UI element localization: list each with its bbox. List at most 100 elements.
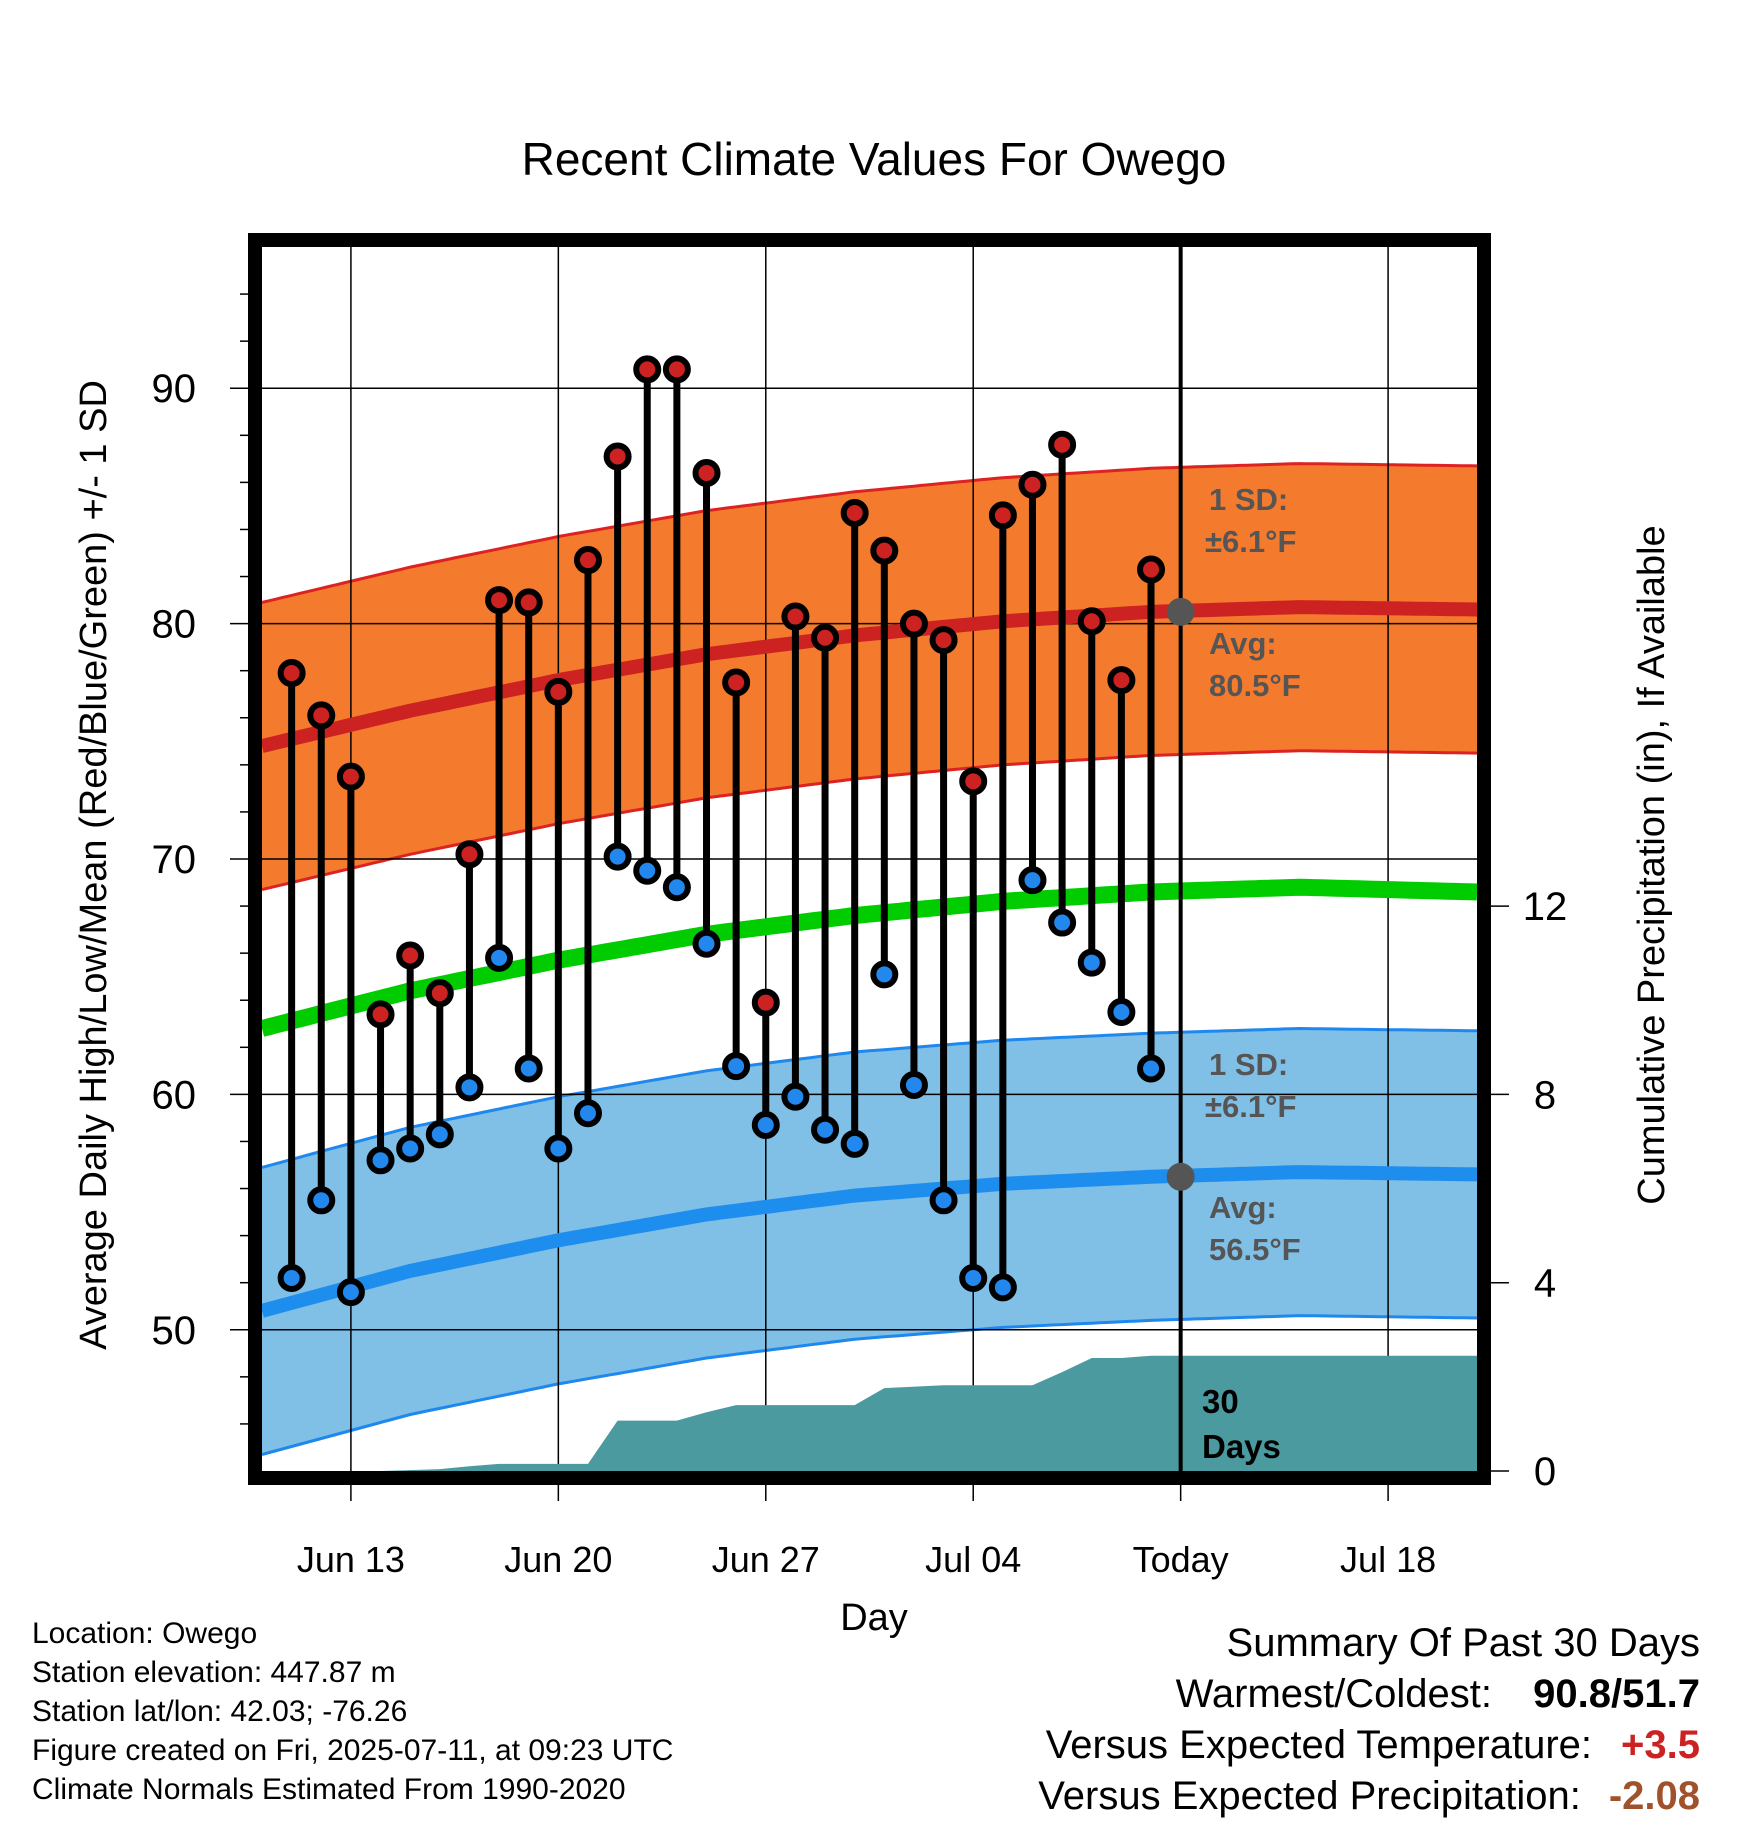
plot-border xyxy=(248,233,1491,1485)
low-point xyxy=(366,1146,395,1175)
high-point xyxy=(544,677,573,706)
axes: 50 60 70 80 90 0 4 8 12 Jun 13 Jun 20 Jun 27 Jul 04 T… xyxy=(152,293,1568,1580)
high-point xyxy=(870,536,899,565)
high-normal-line xyxy=(262,600,1477,753)
high-point xyxy=(1048,430,1077,459)
high-point xyxy=(959,767,988,796)
high-point xyxy=(811,623,840,652)
low-point xyxy=(692,929,721,958)
high-point xyxy=(307,701,336,730)
low-point xyxy=(1107,998,1136,1026)
low-sd-upper-edge xyxy=(262,1026,1477,1169)
high-point xyxy=(425,979,454,1008)
temp-anomaly-row: Versus Expected Temperature: +3.5 xyxy=(1038,1720,1700,1771)
high-point xyxy=(692,458,721,487)
high-point xyxy=(366,1000,395,1029)
low-point xyxy=(485,943,514,972)
y-tick-label: 60 xyxy=(152,1073,197,1117)
summary-panel: Summary Of Past 30 Days Warmest/Coldest:… xyxy=(1038,1618,1700,1822)
today-low-avg-dot xyxy=(1166,1162,1195,1191)
period-label-days-word: Days xyxy=(1202,1428,1281,1465)
low-point xyxy=(959,1263,988,1292)
low-point xyxy=(870,960,899,989)
low-point xyxy=(336,1278,365,1307)
high-point xyxy=(455,840,484,869)
low-avg-value: 56.5°F xyxy=(1209,1232,1301,1267)
low-sd-label: 1 SD: xyxy=(1209,1047,1288,1082)
x-tick-label: Jun 13 xyxy=(297,1539,405,1580)
y-tick-label: 80 xyxy=(152,603,197,647)
high-point xyxy=(485,586,514,615)
period-label-days-count: 30 xyxy=(1202,1383,1239,1420)
high-sd-band xyxy=(262,463,1477,890)
high-sd-label: 1 SD: xyxy=(1209,482,1288,517)
low-point xyxy=(751,1110,780,1139)
low-point xyxy=(1048,908,1077,937)
daily-range-stems xyxy=(288,369,1155,1293)
precip-anomaly-row: Versus Expected Precipitation: -2.08 xyxy=(1038,1771,1700,1822)
y2-tick-label: 8 xyxy=(1534,1073,1556,1117)
high-sd-upper-edge xyxy=(262,462,1477,604)
low-sd-value: ±6.1°F xyxy=(1205,1089,1296,1124)
high-point xyxy=(662,355,691,384)
high-point xyxy=(722,668,751,697)
high-point xyxy=(781,602,810,631)
daily-points xyxy=(277,355,1166,1307)
low-point xyxy=(633,856,662,885)
y2-tick-label: 4 xyxy=(1534,1262,1556,1306)
warm-cold-value: 90.8/51.7 xyxy=(1533,1672,1700,1716)
low-point xyxy=(1018,866,1047,895)
high-point xyxy=(277,659,306,688)
precip-anomaly-value: -2.08 xyxy=(1608,1774,1700,1818)
mean-normal-line xyxy=(262,878,1477,1037)
low-point xyxy=(781,1082,810,1111)
low-point xyxy=(1137,1054,1166,1083)
today-high-avg-dot xyxy=(1166,597,1195,626)
low-sd-lower-edge xyxy=(262,1314,1477,1456)
low-point xyxy=(396,1134,425,1163)
low-point xyxy=(455,1073,484,1102)
warm-cold-label: Warmest/Coldest: xyxy=(1175,1672,1492,1716)
low-point xyxy=(988,1273,1017,1302)
low-normal-line xyxy=(262,1165,1477,1318)
y-tick-label: 70 xyxy=(152,838,197,882)
station-info: Location: Owego Station elevation: 447.8… xyxy=(32,1614,673,1809)
low-point xyxy=(899,1070,928,1099)
high-point xyxy=(751,988,780,1017)
normal-bands xyxy=(262,462,1477,1456)
low-point xyxy=(811,1115,840,1144)
summary-heading: Summary Of Past 30 Days xyxy=(1226,1621,1700,1665)
y-tick-label: 50 xyxy=(152,1309,197,1353)
annotations: 1 SD: ±6.1°F Avg: 80.5°F 1 SD: ±6.1°F Av… xyxy=(1202,482,1301,1465)
y2-tick-label: 12 xyxy=(1523,885,1568,929)
x-axis-label: Day xyxy=(840,1597,908,1639)
high-point xyxy=(396,941,425,970)
high-point xyxy=(603,442,632,471)
low-avg-label: Avg: xyxy=(1209,1190,1277,1225)
plot-frame xyxy=(248,233,1491,1485)
low-point xyxy=(425,1120,454,1149)
low-point xyxy=(722,1052,751,1081)
normals-text: Climate Normals Estimated From 1990-2020 xyxy=(32,1773,626,1806)
y2-axis-label: Cumulative Precipitation (in), If Availa… xyxy=(1631,525,1673,1204)
x-tick-label: Jun 27 xyxy=(712,1539,820,1580)
high-point xyxy=(1018,470,1047,499)
created-text: Figure created on Fri, 2025-07-11, at 09… xyxy=(32,1734,674,1767)
low-point xyxy=(1077,948,1106,977)
location-text: Location: Owego xyxy=(32,1617,258,1650)
high-avg-label: Avg: xyxy=(1209,626,1277,661)
high-sd-value: ±6.1°F xyxy=(1205,524,1296,559)
high-point xyxy=(336,762,365,791)
low-point xyxy=(544,1134,573,1163)
y-tick-label: 90 xyxy=(152,367,197,411)
chart-title: Recent Climate Values For Owego xyxy=(522,133,1227,185)
temp-anomaly-label: Versus Expected Temperature: xyxy=(1045,1723,1592,1767)
low-point xyxy=(840,1129,869,1158)
warm-cold-row: Warmest/Coldest: 90.8/51.7 xyxy=(1038,1669,1700,1720)
low-point xyxy=(277,1263,306,1292)
high-point xyxy=(633,355,662,384)
high-point xyxy=(929,626,958,655)
y-axis-label: Average Daily High/Low/Mean (Red/Blue/Gr… xyxy=(73,380,115,1350)
low-point xyxy=(514,1054,543,1083)
